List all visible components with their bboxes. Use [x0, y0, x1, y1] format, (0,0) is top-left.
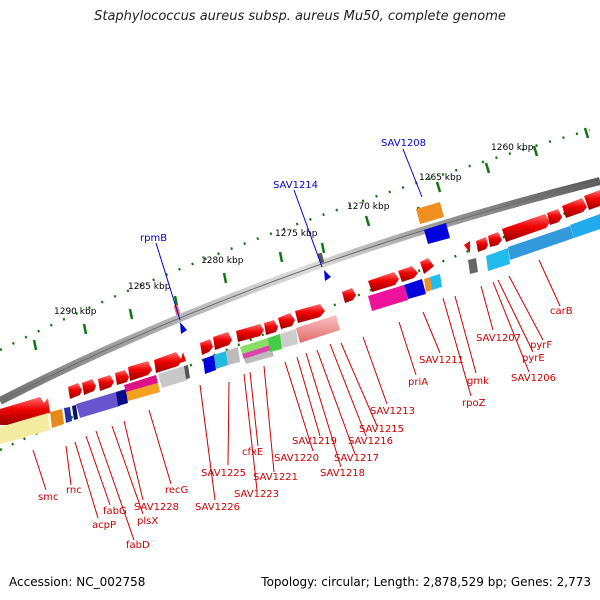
- label-pyrf: pyrF: [530, 340, 552, 351]
- accession-value: NC_002758: [76, 575, 146, 589]
- accession-label: Accession:: [9, 575, 73, 589]
- label-sav1214: SAV1214: [273, 180, 318, 191]
- map-title: Staphylococcus aureus subsp. aureus Mu50…: [94, 9, 506, 24]
- label-sav1213: SAV1213: [370, 406, 415, 417]
- label-sav1228: SAV1228: [134, 502, 179, 513]
- kbp-label-1260: 1260 kbp: [491, 143, 534, 153]
- kbp-label-1275: 1275 kbp: [275, 229, 318, 239]
- red-gene-labels: carB pyrF pyrE SAV1206 SAV1207 gmk rpoZ …: [38, 306, 573, 551]
- blue-feature-labels: SAV1208 SAV1214 rpmB: [140, 138, 426, 334]
- kbp-label-1265: 1265 kbp: [419, 173, 462, 183]
- label-sav1206: SAV1206: [511, 373, 556, 384]
- red-leader-lines: [32, 259, 561, 541]
- label-sav1215: SAV1215: [359, 424, 404, 435]
- label-sav1207: SAV1207: [476, 333, 521, 344]
- forward-strand-genes: [0, 190, 600, 425]
- label-acpp: acpP: [92, 520, 116, 531]
- label-smc: smc: [38, 492, 58, 503]
- label-fabg: fabG: [103, 506, 127, 517]
- label-recg: recG: [165, 485, 188, 496]
- kbp-tick-track: [0, 127, 591, 352]
- label-pyre: pyrE: [522, 353, 545, 364]
- label-sav1211: SAV1211: [419, 355, 464, 366]
- label-sav1208: SAV1208: [381, 138, 426, 149]
- label-sav1223: SAV1223: [234, 489, 279, 500]
- label-rnc: rnc: [66, 485, 82, 496]
- label-rpmb: rpmB: [140, 233, 167, 244]
- label-plsx: plsX: [137, 516, 158, 527]
- label-sav1226: SAV1226: [195, 502, 240, 513]
- label-sav1221: SAV1221: [253, 472, 298, 483]
- topology-value: circular: [321, 575, 366, 589]
- label-sav1219: SAV1219: [292, 436, 337, 447]
- kbp-label-1285: 1285 kbp: [128, 282, 171, 292]
- label-sav1225: SAV1225: [201, 468, 246, 479]
- length-label: Length:: [373, 575, 420, 589]
- label-pria: priA: [408, 377, 428, 388]
- label-sav1217: SAV1217: [334, 453, 379, 464]
- topology-label: Topology:: [261, 575, 318, 589]
- label-sav1216: SAV1216: [348, 436, 393, 447]
- label-fabd: fabD: [126, 540, 150, 551]
- kbp-label-1270: 1270 kbp: [347, 202, 390, 212]
- genome-stats-footer: Topology: circular; Length: 2,878,529 bp…: [261, 575, 591, 589]
- genome-backbone: [0, 177, 600, 405]
- length-value: 2,878,529 bp: [422, 575, 503, 589]
- kbp-label-1290: 1290 kbp: [54, 307, 97, 317]
- label-gmk: gmk: [467, 376, 489, 387]
- genes-label: Genes:: [510, 575, 553, 589]
- annotation-blocks: [0, 202, 600, 444]
- kbp-label-1280: 1280 kbp: [201, 256, 244, 266]
- label-sav1218: SAV1218: [320, 468, 365, 479]
- label-sav1220: SAV1220: [274, 453, 319, 464]
- label-carb: carB: [550, 306, 573, 317]
- label-cfxe: cfxE: [242, 447, 263, 458]
- label-rpoz: rpoZ: [462, 398, 486, 409]
- genes-value: 2,773: [556, 575, 591, 589]
- accession-footer: Accession: NC_002758: [9, 575, 145, 589]
